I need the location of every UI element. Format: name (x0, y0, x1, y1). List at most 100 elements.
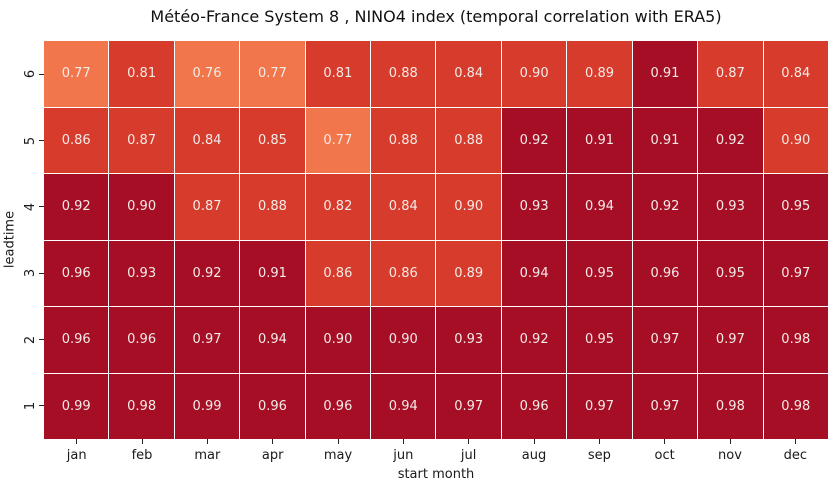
y-axis-label: leadtime (2, 210, 18, 269)
heatmap-cell: 0.88 (240, 174, 305, 240)
heatmap-cell: 0.96 (109, 307, 174, 373)
heatmap-cell: 0.90 (763, 107, 828, 173)
heatmap-cell: 0.92 (698, 107, 763, 173)
heatmap-cell: 0.94 (567, 174, 632, 240)
heatmap-cell: 0.88 (436, 107, 501, 173)
x-axis-label: start month (397, 467, 475, 482)
heatmap-cell: 0.96 (44, 240, 109, 306)
heatmap-cell: 0.87 (174, 174, 240, 240)
x-tick-label: dec (783, 448, 808, 463)
y-tick-mark (39, 272, 44, 274)
heatmap-cell: 0.98 (698, 373, 763, 439)
y-tick-label: 2 (23, 335, 38, 344)
heatmap-cell: 0.77 (44, 41, 109, 107)
heatmap-cell: 0.92 (44, 174, 109, 240)
heatmap-cell: 0.93 (698, 174, 763, 240)
x-tick-label: jan (66, 448, 87, 463)
heatmap-cell: 0.90 (436, 174, 501, 240)
heatmap-cell: 0.95 (763, 174, 828, 240)
heatmap-cell: 0.91 (632, 41, 698, 107)
heatmap-cell: 0.96 (240, 373, 305, 439)
heatmap-cell: 0.84 (371, 174, 436, 240)
heatmap-cell: 0.87 (109, 107, 174, 173)
heatmap-cell: 0.86 (305, 240, 371, 306)
heatmap-cell: 0.90 (305, 307, 371, 373)
y-tick-label: 1 (23, 401, 38, 410)
y-tick-mark (39, 339, 44, 340)
heatmap-cell: 0.85 (240, 107, 305, 173)
heatmap-cell: 0.96 (44, 307, 109, 373)
x-tick-label: sep (587, 448, 611, 463)
heatmap-cell: 0.77 (240, 41, 305, 107)
heatmap-cell: 0.76 (174, 41, 240, 107)
y-tick-mark (39, 206, 44, 208)
heatmap-cell: 0.94 (371, 373, 436, 439)
x-tick-label: nov (718, 448, 742, 463)
y-tick-label: 3 (23, 269, 38, 278)
x-tick-mark (141, 439, 143, 444)
heatmap-cell: 0.94 (501, 240, 567, 306)
heatmap-cell: 0.97 (436, 373, 501, 439)
heatmap-cell: 0.92 (632, 174, 698, 240)
x-tick-label: mar (194, 448, 221, 463)
heatmap-cell: 0.84 (763, 41, 828, 107)
x-tick-mark (664, 439, 666, 444)
heatmap-cell: 0.97 (763, 240, 828, 306)
x-tick-mark (272, 439, 274, 444)
x-tick-mark (402, 439, 404, 444)
heatmap-cell: 0.81 (109, 41, 174, 107)
heatmap-cell: 0.91 (632, 107, 698, 173)
heatmap-cell: 0.92 (501, 307, 567, 373)
heatmap-cell: 0.89 (567, 41, 632, 107)
x-tick-label: apr (261, 448, 284, 463)
heatmap-cell: 0.93 (109, 240, 174, 306)
y-tick-mark (39, 73, 44, 75)
heatmap-cell: 0.91 (240, 240, 305, 306)
heatmap-cell: 0.96 (632, 240, 698, 306)
x-tick-label: jun (393, 448, 414, 463)
heatmap-cell: 0.97 (174, 307, 240, 373)
x-tick-label: feb (131, 448, 153, 463)
heatmap-cell: 0.99 (174, 373, 240, 439)
heatmap-cell: 0.86 (44, 107, 109, 173)
heatmap-grid: 0.77 0.81 0.76 0.77 0.81 0.88 0.84 0.90 0.89 0.91… (44, 41, 828, 439)
x-tick-label: oct (654, 448, 675, 463)
heatmap-cell: 0.81 (305, 41, 371, 107)
y-tick-mark (39, 405, 44, 407)
x-tick-label: aug (521, 448, 547, 463)
heatmap-cell: 0.99 (44, 373, 109, 439)
x-tick-mark (598, 439, 600, 444)
heatmap-cell: 0.77 (305, 107, 371, 173)
heatmap-cell: 0.98 (763, 373, 828, 439)
heatmap-cell: 0.84 (436, 41, 501, 107)
heatmap-cell: 0.90 (109, 174, 174, 240)
x-tick-mark (337, 439, 339, 444)
x-tick-label: jul (460, 448, 477, 463)
y-tick-label: 4 (23, 202, 38, 211)
heatmap-cell: 0.90 (371, 307, 436, 373)
heatmap-cell: 0.93 (436, 307, 501, 373)
heatmap-cell: 0.90 (501, 41, 567, 107)
x-tick-mark (206, 439, 208, 444)
heatmap-cell: 0.95 (567, 240, 632, 306)
heatmap-cell: 0.82 (305, 174, 371, 240)
y-tick-label: 6 (23, 70, 38, 79)
heatmap-cell: 0.97 (632, 307, 698, 373)
x-tick-mark (76, 439, 78, 444)
heatmap-cell: 0.97 (567, 373, 632, 439)
y-tick-mark (39, 140, 44, 141)
heatmap-cell: 0.97 (698, 307, 763, 373)
heatmap-cell: 0.91 (567, 107, 632, 173)
heatmap-cell: 0.93 (501, 174, 567, 240)
heatmap-cell: 0.88 (371, 41, 436, 107)
heatmap-cell: 0.97 (632, 373, 698, 439)
heatmap-cell: 0.94 (240, 307, 305, 373)
heatmap-cell: 0.87 (698, 41, 763, 107)
x-tick-mark (468, 439, 470, 444)
x-tick-mark (729, 439, 731, 444)
x-tick-label: may (323, 448, 353, 463)
heatmap-cell: 0.92 (501, 107, 567, 173)
heatmap-cell: 0.95 (698, 240, 763, 306)
heatmap-cell: 0.89 (436, 240, 501, 306)
